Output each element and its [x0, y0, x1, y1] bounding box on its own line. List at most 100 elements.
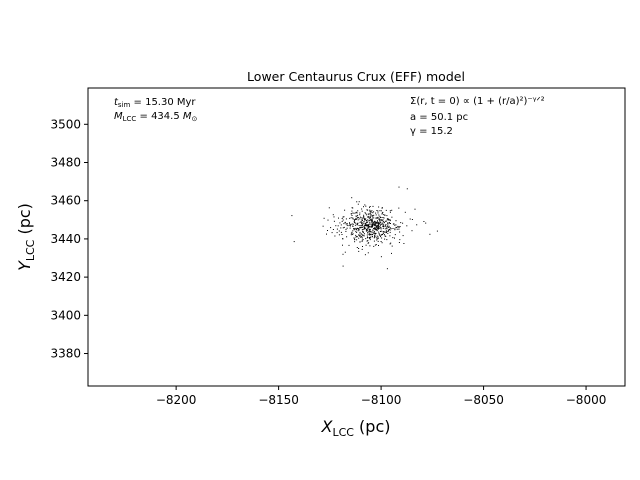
scatter-point: [398, 242, 400, 243]
scatter-point: [388, 230, 389, 232]
scatter-point: [353, 219, 355, 221]
scatter-point: [380, 228, 382, 230]
scatter-point: [382, 225, 384, 227]
scatter-point: [368, 242, 370, 244]
scatter-point: [371, 235, 373, 237]
scatter-point: [367, 252, 369, 254]
scatter-point: [362, 229, 364, 230]
scatter-point: [403, 243, 405, 244]
scatter-point: [389, 229, 391, 231]
scatter-point: [381, 213, 383, 215]
scatter-point: [367, 232, 369, 234]
scatter-point: [383, 224, 385, 226]
scatter-point: [364, 219, 366, 221]
scatter-point: [402, 235, 404, 237]
y-tick-label: 3500: [50, 117, 81, 131]
scatter-point: [375, 229, 377, 231]
scatter-point: [398, 227, 400, 229]
scatter-point: [377, 225, 379, 227]
scatter-point: [384, 220, 386, 222]
scatter-point: [396, 227, 398, 229]
scatter-point: [363, 234, 365, 236]
scatter-point: [394, 234, 396, 236]
scatter-point: [382, 217, 384, 218]
scatter-point: [386, 227, 388, 229]
scatter-point: [370, 226, 372, 228]
scatter-point: [345, 218, 347, 220]
scatter-point: [352, 212, 354, 214]
scatter-point: [388, 225, 390, 227]
scatter-point: [369, 237, 371, 239]
scatter-point: [378, 214, 380, 216]
scatter-point: [339, 222, 341, 224]
scatter-point: [338, 234, 340, 236]
scatter-point: [371, 224, 373, 226]
scatter-point: [382, 221, 384, 222]
scatter-point: [331, 232, 333, 234]
scatter-point: [380, 220, 382, 221]
scatter-point: [379, 217, 381, 218]
scatter-point: [382, 227, 384, 229]
scatter-point: [370, 236, 372, 238]
scatter-point: [376, 228, 378, 230]
scatter-point: [376, 229, 378, 231]
scatter-point: [342, 227, 344, 229]
scatter-point: [365, 222, 367, 224]
scatter-point: [353, 229, 355, 231]
scatter-point: [398, 226, 400, 228]
scatter-point: [369, 206, 371, 207]
scatter-point: [383, 217, 385, 219]
scatter-point: [354, 227, 356, 229]
scatter-point: [359, 231, 361, 233]
scatter-point: [366, 224, 368, 226]
scatter-point: [361, 217, 363, 219]
scatter-point: [340, 227, 342, 229]
scatter-point: [377, 228, 379, 230]
scatter-point: [383, 231, 385, 233]
scatter-point: [353, 228, 355, 230]
scatter-point: [374, 221, 376, 223]
scatter-point: [416, 224, 418, 226]
scatter-point: [332, 214, 334, 216]
scatter-point: [358, 250, 360, 252]
scatter-point: [406, 225, 408, 227]
scatter-point: [353, 237, 355, 239]
scatter-point: [353, 228, 354, 230]
scatter-point: [345, 223, 347, 225]
scatter-point: [371, 219, 373, 221]
scatter-point: [374, 222, 376, 224]
plot-frame: [87, 87, 626, 387]
scatter-point: [375, 218, 377, 220]
scatter-point: [333, 216, 335, 218]
scatter-point: [363, 235, 365, 237]
scatter-point: [384, 228, 386, 230]
scatter-point: [363, 218, 365, 220]
scatter-point: [376, 223, 378, 225]
scatter-point: [369, 230, 370, 232]
scatter-point: [356, 212, 358, 214]
scatter-point: [358, 248, 360, 249]
scatter-point: [343, 216, 345, 218]
x-tick-label: −8200: [156, 393, 197, 407]
scatter-point: [377, 236, 379, 238]
scatter-point: [380, 223, 382, 225]
scatter-point: [399, 226, 401, 228]
scatter-point: [327, 230, 328, 231]
scatter-point: [359, 214, 361, 216]
scatter-point: [386, 228, 388, 230]
scatter-point: [371, 220, 373, 222]
scatter-point: [391, 245, 393, 247]
scatter-point: [366, 225, 368, 227]
scatter-point: [385, 224, 387, 226]
scatter-point: [352, 230, 354, 232]
scatter-point: [369, 232, 371, 234]
scatter-point: [361, 221, 363, 223]
scatter-point: [376, 210, 378, 211]
scatter-point: [389, 222, 390, 224]
scatter-point: [399, 239, 401, 241]
scatter-point: [386, 239, 388, 241]
scatter-point: [365, 225, 367, 227]
scatter-point: [381, 237, 383, 239]
x-tick-label: −8100: [361, 393, 402, 407]
scatter-point: [362, 224, 363, 226]
